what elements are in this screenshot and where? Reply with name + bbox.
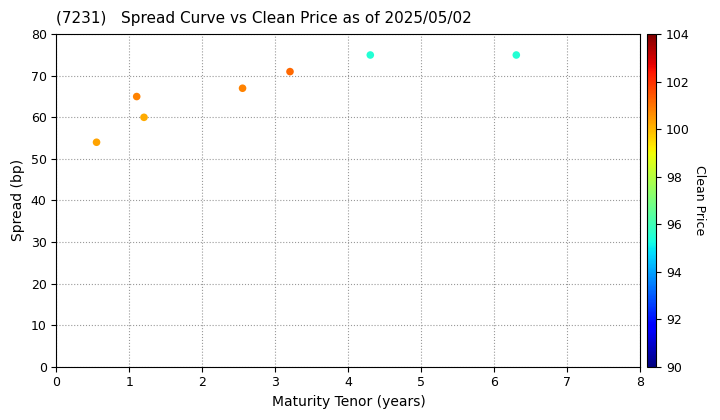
- Point: [364, 52, 376, 58]
- Point: [510, 52, 522, 58]
- Y-axis label: Spread (bp): Spread (bp): [11, 159, 25, 242]
- Point: [284, 68, 296, 75]
- Text: (7231)   Spread Curve vs Clean Price as of 2025/05/02: (7231) Spread Curve vs Clean Price as of…: [56, 11, 472, 26]
- Y-axis label: Clean Price: Clean Price: [693, 165, 706, 236]
- Point: [138, 114, 150, 121]
- Point: [91, 139, 102, 146]
- Point: [131, 93, 143, 100]
- X-axis label: Maturity Tenor (years): Maturity Tenor (years): [271, 395, 426, 409]
- Point: [237, 85, 248, 92]
